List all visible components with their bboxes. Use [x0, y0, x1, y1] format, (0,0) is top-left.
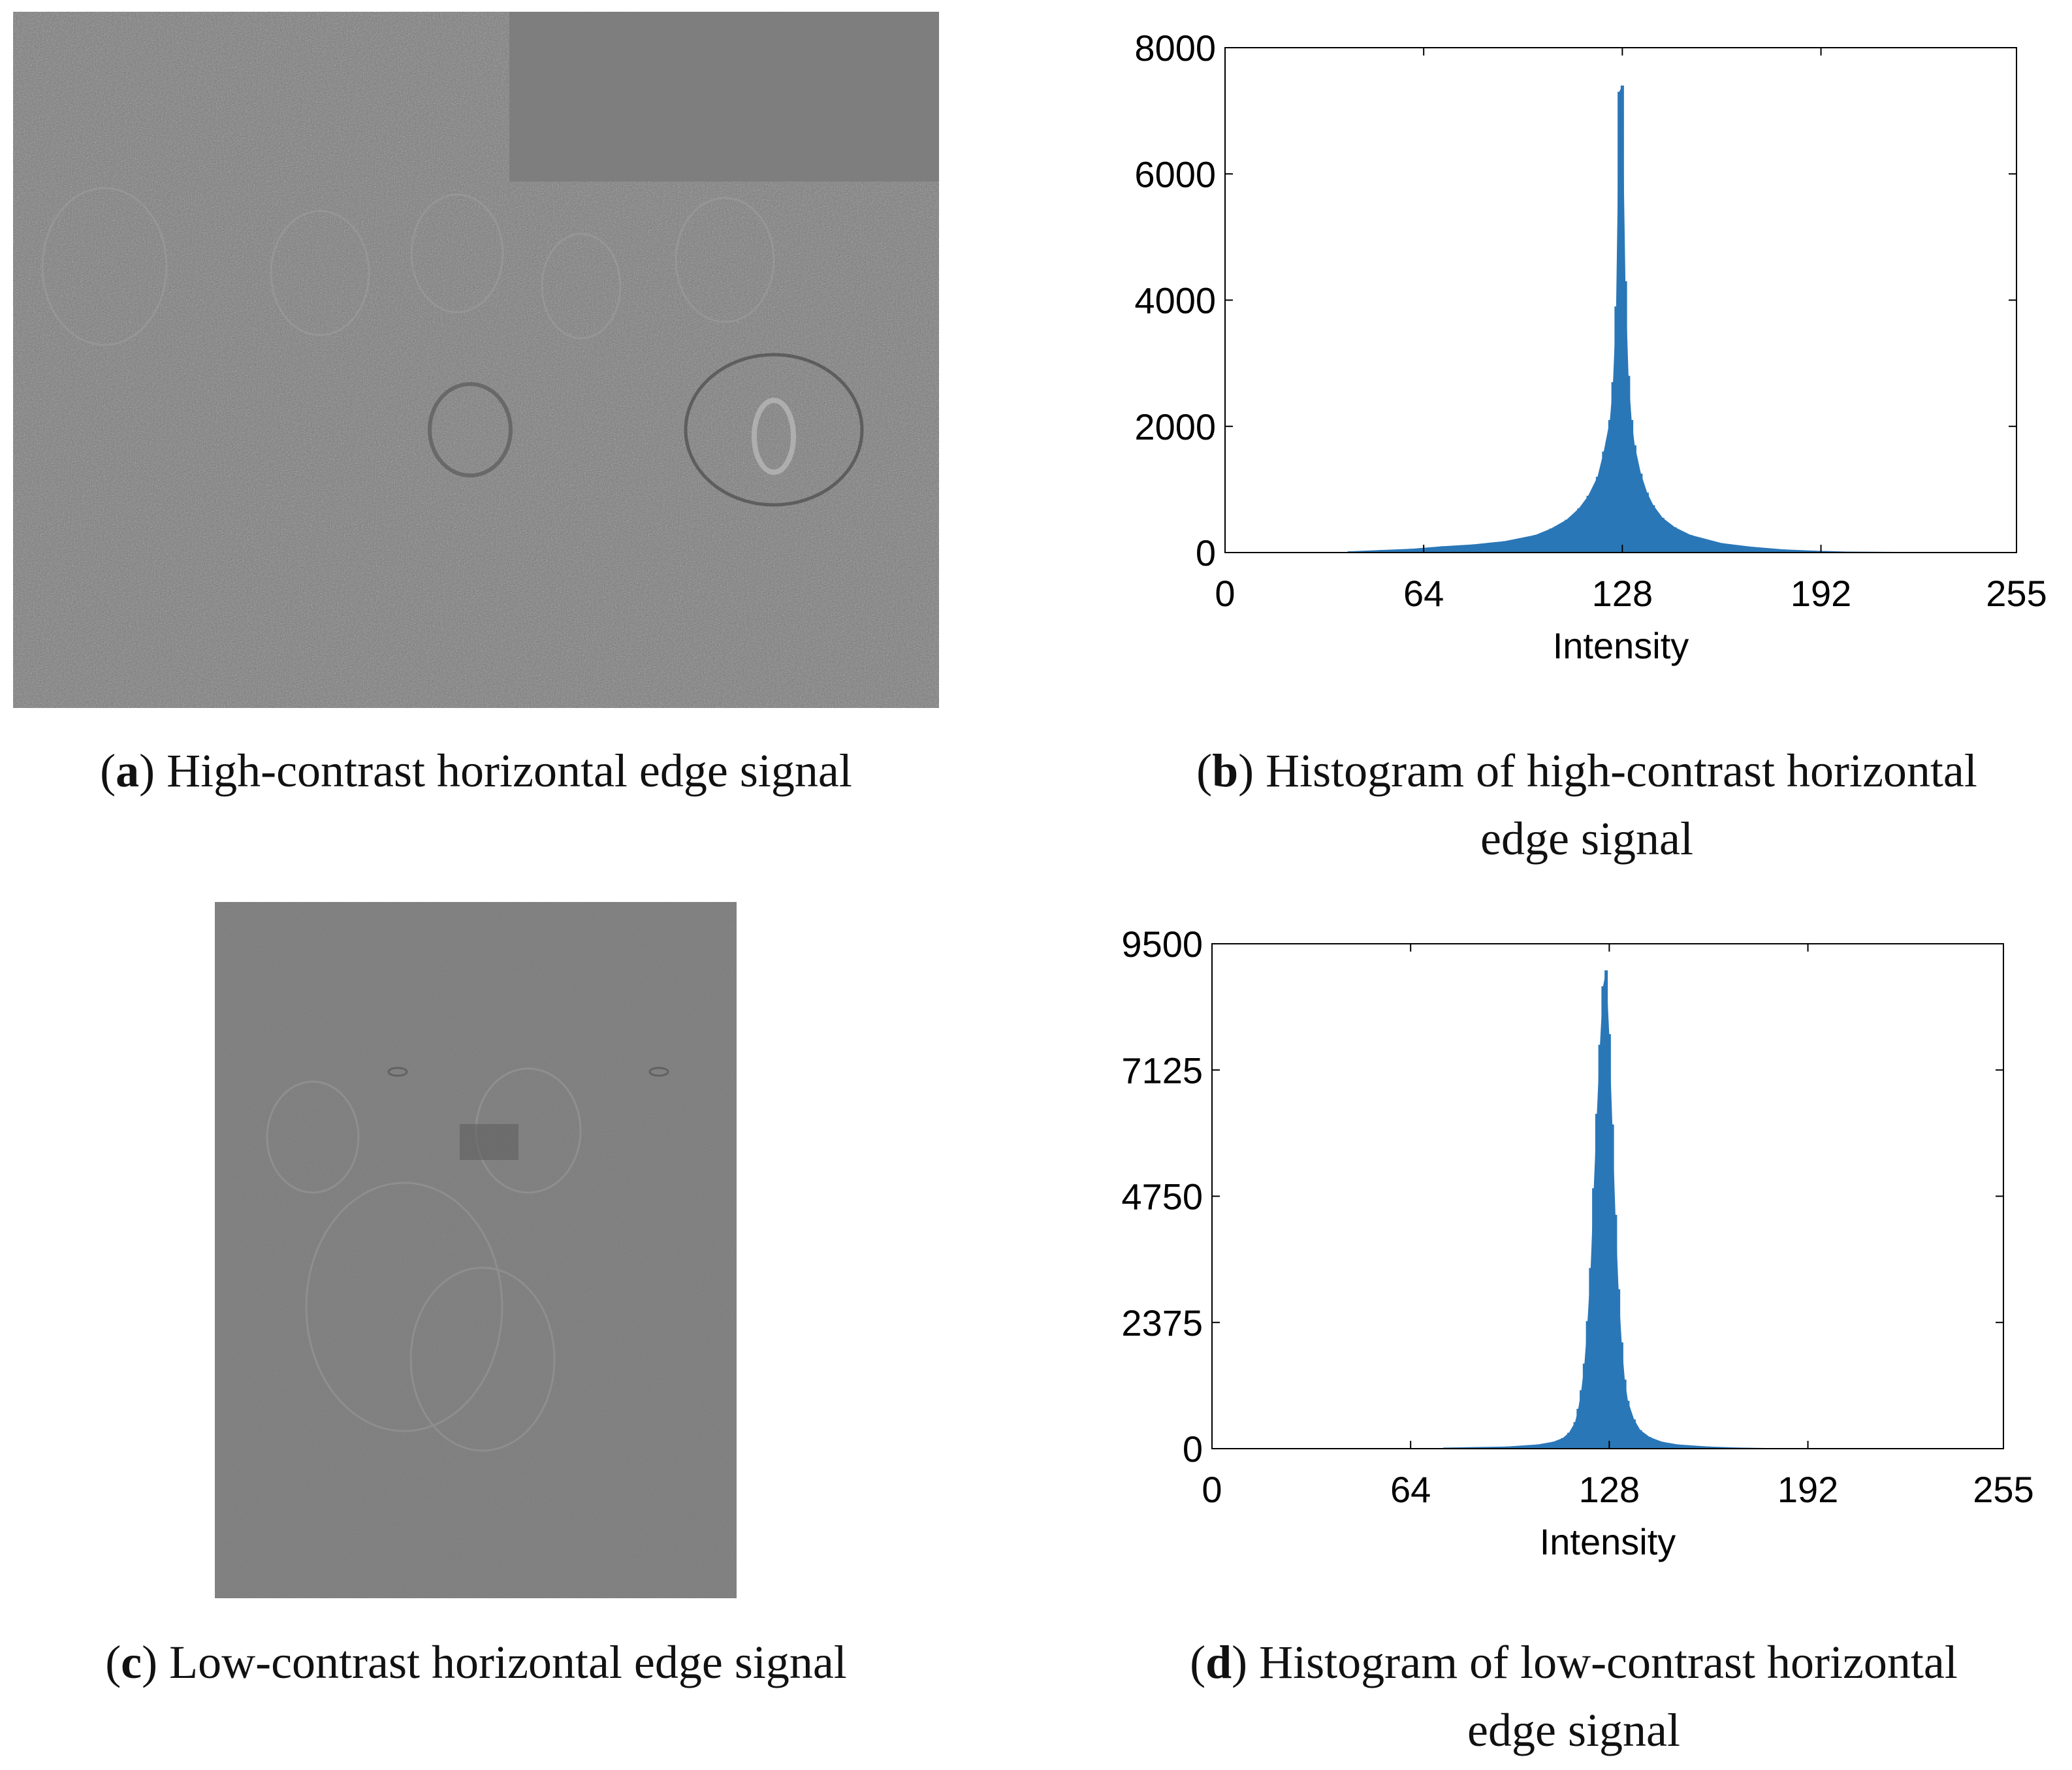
caption-d-line2: edge signal	[1467, 1704, 1680, 1756]
y-tick-label: 6000	[1134, 153, 1216, 195]
caption-a-text: High-contrast horizontal edge signal	[155, 745, 852, 797]
x-tick-label: 0	[1215, 573, 1235, 614]
caption-c-text: Low-contrast horizontal edge signal	[157, 1636, 847, 1688]
caption-b-line1: (b) Histogram of high-contrast horizonta…	[1196, 745, 1977, 797]
x-tick-label: 128	[1592, 573, 1653, 614]
caption-b-line1-text: Histogram of high-contrast horizontal	[1254, 745, 1977, 797]
caption-d-letter: d	[1205, 1636, 1232, 1688]
histogram-area	[1444, 970, 1771, 1449]
caption-a: (a) High-contrast horizontal edge signal	[100, 745, 852, 797]
x-tick-label: 255	[1973, 1469, 2033, 1510]
x-tick-label: 128	[1579, 1469, 1640, 1510]
y-tick-label: 8000	[1134, 27, 1216, 69]
histogram-low-contrast: 0 2375 4750 7125 9500 0 64 128 192 255 Intensity	[1121, 924, 2033, 1562]
x-axis-label: Intensity	[1540, 1521, 1676, 1562]
x-tick-label: 64	[1390, 1469, 1431, 1510]
histogram-high-contrast: 0 2000 4000 6000 8000 0 64 128 192 255 Intensity	[1134, 27, 2047, 666]
x-tick-label: 192	[1777, 1469, 1838, 1510]
x-tick-label: 64	[1403, 573, 1444, 614]
y-tick-label: 4750	[1121, 1176, 1203, 1217]
y-tick-label: 4000	[1134, 280, 1216, 321]
caption-c-letter: c	[121, 1636, 142, 1688]
x-tick-label: 255	[1986, 573, 2047, 614]
caption-d-line1-text: Histogram of low-contrast horizontal	[1247, 1636, 1958, 1688]
y-tick-label: 7125	[1121, 1050, 1203, 1091]
caption-b-letter: b	[1212, 745, 1239, 797]
y-tick-label: 0	[1196, 532, 1216, 573]
caption-a-letter: a	[116, 745, 140, 797]
low-contrast-edge-image	[215, 902, 737, 1598]
caption-d-line1: (d) Histogram of low-contrast horizontal	[1190, 1636, 1958, 1688]
x-tick-label: 0	[1202, 1469, 1222, 1510]
high-contrast-edge-image	[13, 12, 939, 708]
y-tick-label: 2000	[1134, 406, 1216, 447]
caption-c: (c) Low-contrast horizontal edge signal	[105, 1636, 847, 1688]
y-tick-label: 2375	[1121, 1302, 1203, 1344]
caption-b-line2: edge signal	[1480, 813, 1693, 865]
histogram-area	[1349, 85, 2016, 553]
y-tick-label: 9500	[1121, 924, 1203, 965]
y-tick-label: 0	[1183, 1428, 1203, 1470]
caption-b: (b) Histogram of high-contrast horizonta…	[1110, 737, 2064, 873]
x-axis-label: Intensity	[1553, 625, 1689, 666]
caption-d: (d) Histogram of low-contrast horizontal…	[1097, 1628, 2050, 1764]
x-tick-label: 192	[1791, 573, 1851, 614]
